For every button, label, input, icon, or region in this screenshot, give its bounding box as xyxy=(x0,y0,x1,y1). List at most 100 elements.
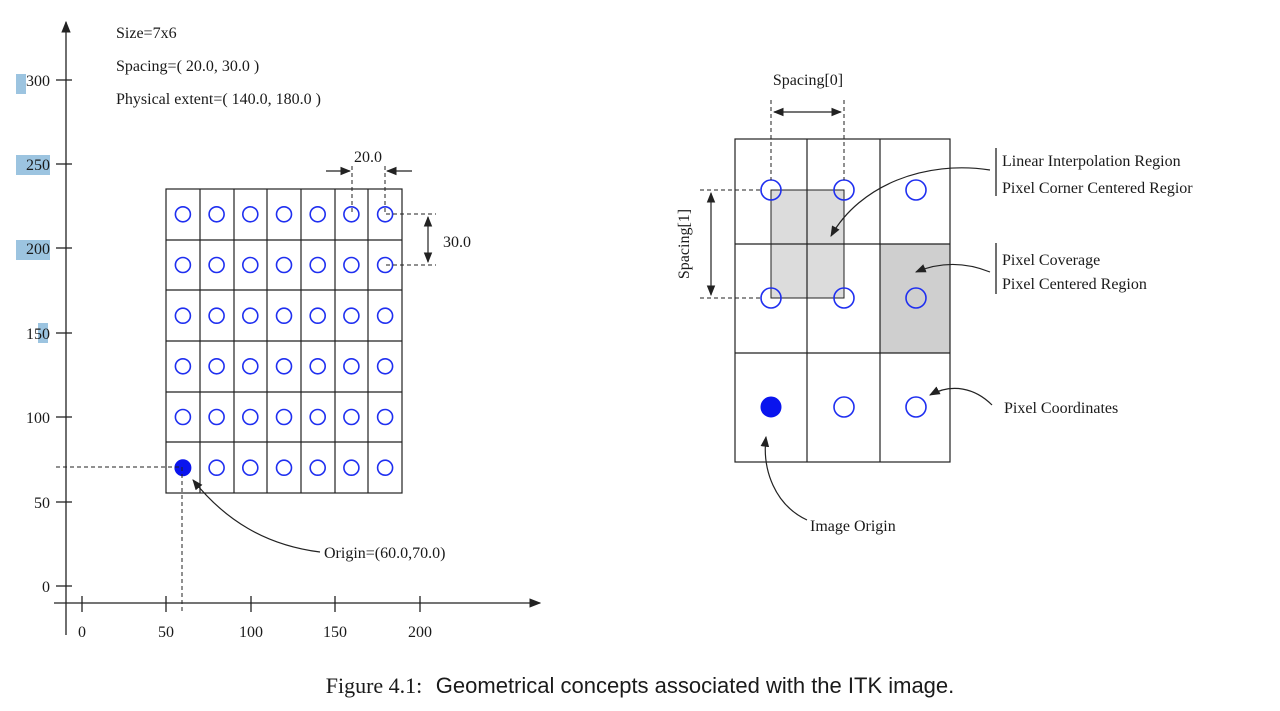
pixel-center xyxy=(343,256,360,274)
pixel-center xyxy=(905,287,927,309)
x-spacing-dimension: 20.0 xyxy=(326,149,412,215)
y-tick-label: 100 xyxy=(26,410,50,427)
pixel-center xyxy=(242,408,259,426)
pixel-center xyxy=(905,179,927,201)
pixel-center xyxy=(275,206,293,223)
origin-pixel xyxy=(174,459,192,477)
pixel-center xyxy=(208,408,225,426)
pixel-center xyxy=(343,357,360,375)
pixel-center xyxy=(275,357,293,375)
y-tick-label: 200 xyxy=(26,241,50,258)
pixel-corner-centered-label: Pixel Corner Centered Regior xyxy=(1002,180,1193,197)
pixel-center xyxy=(833,396,855,418)
pixel-center xyxy=(376,408,394,426)
pixel-centers xyxy=(174,206,394,477)
y-tick-label: 250 xyxy=(26,157,50,174)
pixel-center xyxy=(309,256,327,274)
interpolation-callout-arrow xyxy=(830,167,991,237)
pixel-center xyxy=(343,307,360,325)
pixel-center xyxy=(275,408,293,426)
pixel-coordinates-label: Pixel Coordinates xyxy=(1004,400,1118,417)
tick-highlight-250 xyxy=(16,155,50,175)
y-spacing-label: 30.0 xyxy=(443,234,471,251)
x-tick-label: 150 xyxy=(323,624,347,641)
y-tick-label: 300 xyxy=(26,73,50,90)
pixel-center xyxy=(174,307,192,325)
pixel-coverage-label: Pixel Coverage xyxy=(1002,252,1100,269)
spacing1-dimension: Spacing[1] xyxy=(676,189,762,299)
pixel-center xyxy=(376,256,394,274)
spacing0-dimension: Spacing[0] xyxy=(770,72,845,180)
caption-prefix: Figure 4.1: xyxy=(326,673,423,698)
pixel-center xyxy=(208,307,225,325)
spacing0-label: Spacing[0] xyxy=(773,72,843,89)
x-tick-label: 50 xyxy=(158,624,174,641)
x-axis-ticks: 0 50 100 150 200 xyxy=(78,596,432,641)
pixel-center xyxy=(376,357,394,375)
pixel-grid-zoomed xyxy=(734,138,951,463)
image-size-text: Size=7x6 xyxy=(116,25,177,42)
pixel-center xyxy=(343,408,360,426)
pixel-centers-zoomed xyxy=(760,179,927,418)
image-origin-callout-arrow xyxy=(760,435,808,521)
pixel-center xyxy=(242,459,259,477)
pixel-center xyxy=(174,408,192,426)
x-tick-label: 100 xyxy=(239,624,263,641)
image-origin-label: Image Origin xyxy=(810,518,896,535)
x-tick-label: 200 xyxy=(408,624,432,641)
pixel-grid xyxy=(165,188,403,494)
pixel-center xyxy=(376,459,394,477)
pixel-center xyxy=(174,206,192,223)
y-tick-label: 0 xyxy=(42,579,50,596)
pixel-center xyxy=(242,357,259,375)
y-tick-label: 50 xyxy=(34,495,50,512)
pixel-center xyxy=(242,256,259,274)
pixel-center xyxy=(905,396,927,418)
tick-highlight-150 xyxy=(38,323,48,343)
left-panel: 0 50 100 150 200 250 300 0 50 100 150 20… xyxy=(16,20,542,641)
tick-highlight-300 xyxy=(16,74,26,94)
x-spacing-label: 20.0 xyxy=(354,149,382,166)
physical-extent-text: Physical extent=( 140.0, 180.0 ) xyxy=(116,91,321,108)
origin-callout-arrow xyxy=(192,479,321,553)
pixel-center xyxy=(376,307,394,325)
pixel-center xyxy=(174,357,192,375)
pixel-center xyxy=(309,357,327,375)
y-spacing-dimension: 30.0 xyxy=(386,213,471,266)
origin-label: Origin=(60.0,70.0) xyxy=(324,545,445,562)
image-spacing-text: Spacing=( 20.0, 30.0 ) xyxy=(116,58,259,75)
pixel-center xyxy=(309,206,327,223)
tick-highlight-200 xyxy=(16,240,50,260)
pixel-center xyxy=(833,287,855,309)
pixel-center xyxy=(760,287,782,309)
pixel-center xyxy=(343,459,360,477)
pixel-center xyxy=(376,206,394,223)
pixel-center xyxy=(309,408,327,426)
coverage-callout-arrow xyxy=(915,263,991,273)
origin-pixel xyxy=(760,396,782,418)
pixel-coordinates-callout-arrow xyxy=(929,386,993,406)
spacing1-label: Spacing[1] xyxy=(676,209,693,279)
pixel-center xyxy=(174,256,192,274)
pixel-coverage-region xyxy=(879,243,951,354)
x-tick-label: 0 xyxy=(78,624,86,641)
y-axis-ticks: 0 50 100 150 200 250 300 xyxy=(26,73,72,596)
y-tick-label: 150 xyxy=(26,326,50,343)
pixel-center xyxy=(208,357,225,375)
pixel-center xyxy=(275,256,293,274)
pixel-center xyxy=(275,307,293,325)
pixel-centered-region-label: Pixel Centered Region xyxy=(1002,276,1147,293)
pixel-center xyxy=(309,459,327,477)
linear-interpolation-label: Linear Interpolation Region xyxy=(1002,153,1181,170)
pixel-center xyxy=(208,206,225,223)
right-panel: Spacing[0] Spacing[1] Linear Interpolati… xyxy=(676,72,1193,535)
pixel-center xyxy=(275,459,293,477)
pixel-center xyxy=(309,307,327,325)
pixel-center xyxy=(242,206,259,223)
figure-caption: Figure 4.1: Geometrical concepts associa… xyxy=(326,673,955,698)
pixel-center xyxy=(208,459,225,477)
pixel-center xyxy=(343,206,360,223)
pixel-center xyxy=(242,307,259,325)
caption-text: Geometrical concepts associated with the… xyxy=(436,673,954,698)
